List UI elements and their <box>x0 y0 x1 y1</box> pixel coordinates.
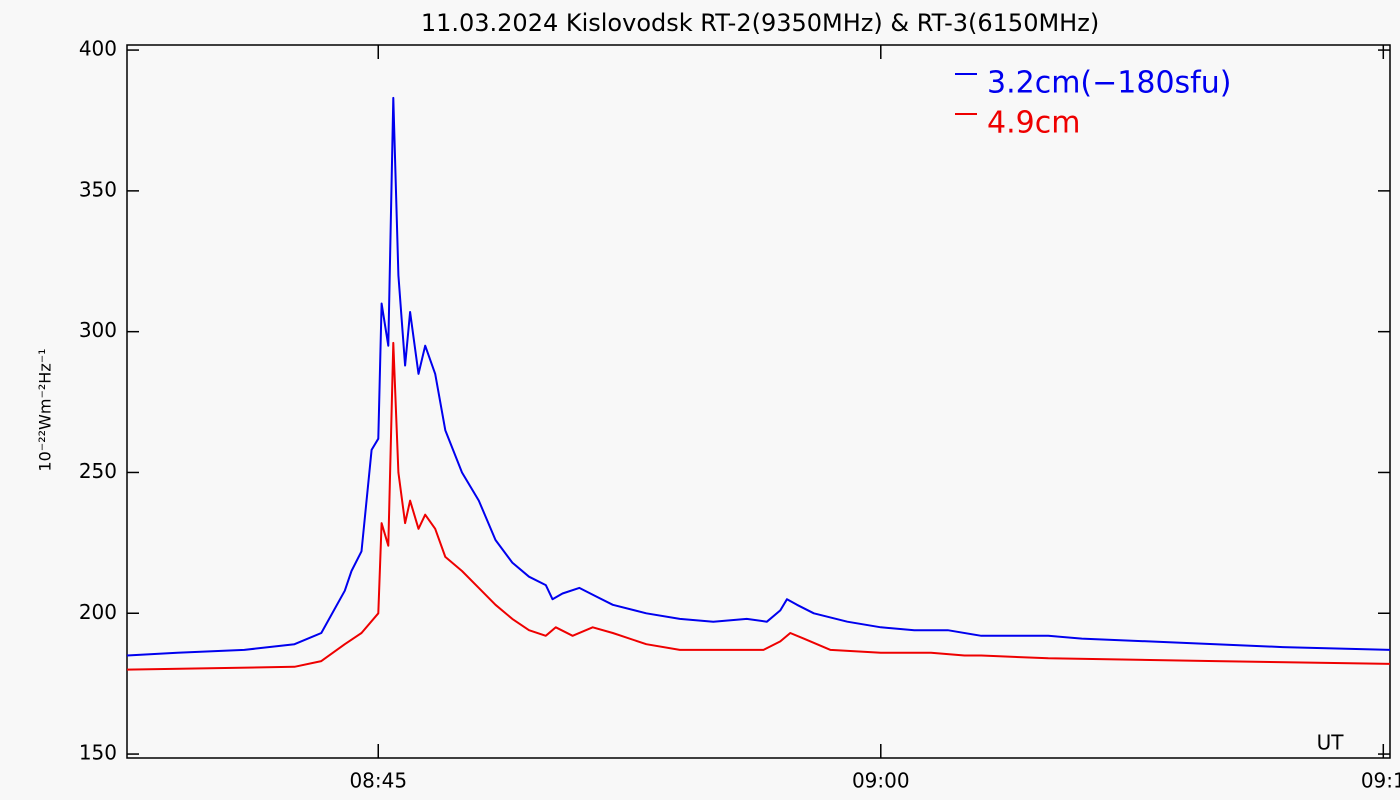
y-axis-label: 10⁻²²Wm⁻²Hz⁻¹ <box>36 348 55 471</box>
legend-label: 3.2cm(−180sfu) <box>987 66 1231 101</box>
series-line <box>126 96 1391 657</box>
plot-frame <box>126 44 1391 759</box>
y-tick-label: 300 <box>79 318 117 342</box>
series-line <box>126 341 1391 671</box>
annotation: UT <box>1317 731 1345 755</box>
x-tick-label: 09:1 <box>1361 769 1400 793</box>
legend-label: 4.9cm <box>987 106 1080 141</box>
y-tick-label: 150 <box>79 741 117 765</box>
y-tick-label: 350 <box>79 177 117 201</box>
y-tick-label: 400 <box>79 37 117 61</box>
chart-title: 11.03.2024 Kislovodsk RT-2(9350MHz) & RT… <box>421 9 1099 37</box>
y-tick-label: 250 <box>79 459 117 483</box>
x-tick-label: 08:45 <box>349 769 407 793</box>
y-tick-label: 200 <box>79 600 117 624</box>
x-tick-label: 09:00 <box>852 769 910 793</box>
